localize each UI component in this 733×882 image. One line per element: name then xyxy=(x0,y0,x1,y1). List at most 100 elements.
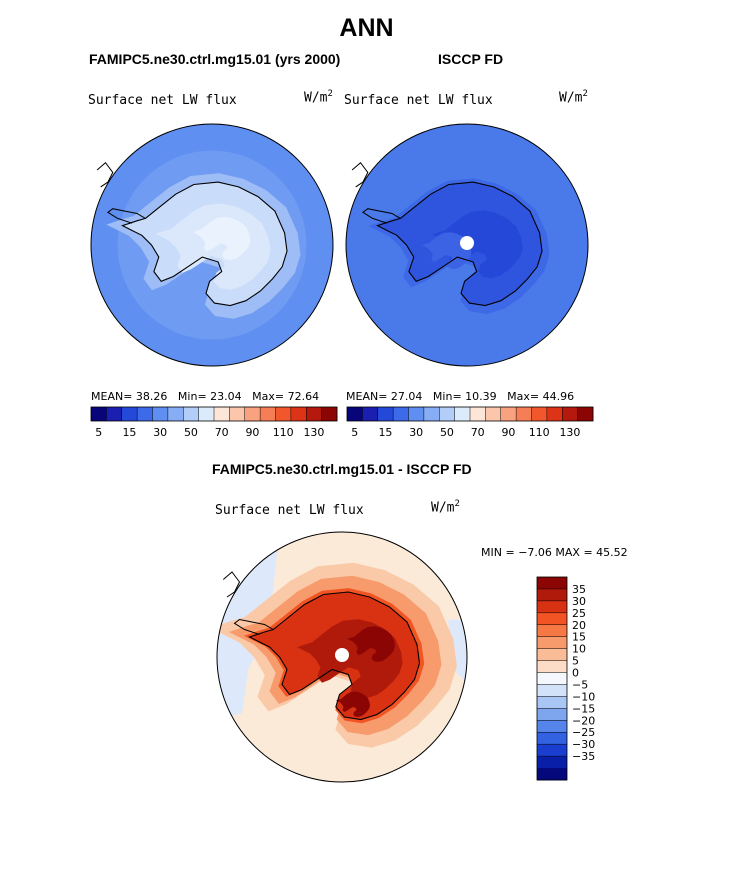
diff-colorbar-tick-label: 15 xyxy=(572,631,586,644)
diff-colorbar-tick-label: −10 xyxy=(572,690,595,703)
obs-colorbar-swatch xyxy=(347,407,363,421)
model-colorbar-swatch xyxy=(260,407,276,421)
diff-colorbar-swatch xyxy=(537,648,567,661)
model-colorbar-swatch xyxy=(106,407,123,421)
obs-colorbar-swatch xyxy=(408,407,425,421)
model-colorbar-swatch xyxy=(183,407,200,421)
model-colorbar-tick-label: 15 xyxy=(122,426,136,439)
model-colorbar-swatch xyxy=(167,407,184,421)
main-title: ANN xyxy=(339,14,394,42)
obs-colorbar-tick-label: 110 xyxy=(529,426,550,439)
diff-coastline-peninsula xyxy=(233,618,274,635)
diff-colorbar-tick-label: 20 xyxy=(572,619,586,632)
model-mean-value: 38.26 xyxy=(135,390,168,403)
obs-polar-map xyxy=(345,123,589,367)
diff-colorbar-swatch xyxy=(537,636,567,650)
diff-colorbar-swatch xyxy=(537,684,567,697)
obs-colorbar-tick-label: 130 xyxy=(559,426,580,439)
model-stats: MEAN= 38.26 Min= 23.04 Max= 72.64 xyxy=(91,390,319,403)
diff-min-label: MIN = xyxy=(481,546,515,559)
model-variable-label: Surface net LW flux xyxy=(88,93,237,108)
model-units-label: W/m2 xyxy=(304,89,333,105)
obs-colorbar-swatch xyxy=(393,407,409,421)
obs-colorbar-swatch xyxy=(470,407,486,421)
obs-colorbar-swatch xyxy=(485,407,502,421)
obs-colorbar-swatch xyxy=(500,407,517,421)
model-coastline-antarctica xyxy=(121,181,288,307)
model-colorbar-tick-label: 50 xyxy=(184,426,198,439)
model-polar-map xyxy=(90,123,334,367)
model-colorbar-swatch xyxy=(91,407,107,421)
model-min-value: 23.04 xyxy=(210,390,242,403)
obs-stats: MEAN= 27.04 Min= 10.39 Max= 44.96 xyxy=(346,390,574,403)
diff-colorbar-tick-label: 30 xyxy=(572,595,586,608)
diff-units-text: W/m xyxy=(431,500,455,516)
obs-colorbar-swatch xyxy=(531,407,548,421)
diff-colorbar-tick-label: −15 xyxy=(572,702,595,715)
diff-colorbar-swatch xyxy=(537,588,567,602)
obs-colorbar: 5 15 30 50 70 90 110 130 xyxy=(346,406,594,439)
diff-colorbar-swatch xyxy=(537,577,567,590)
model-coastline-peninsula xyxy=(107,208,146,224)
model-colorbar: 5 15 30 50 70 90 110 130 xyxy=(90,406,338,439)
obs-colorbar-swatch xyxy=(362,407,379,421)
model-mean-label: MEAN= xyxy=(91,390,133,403)
model-colorbar-tick-label: 70 xyxy=(215,426,229,439)
obs-mean-label: MEAN= xyxy=(346,390,388,403)
diff-colorbar-tick-label: −20 xyxy=(572,714,595,727)
obs-colorbar-swatch xyxy=(439,407,456,421)
model-coastline-south-america xyxy=(96,161,114,188)
obs-colorbar-swatch xyxy=(377,407,394,421)
model-max-label: Max= xyxy=(252,390,285,403)
diff-colorbar-tick-label: −5 xyxy=(572,678,588,691)
model-colorbar-swatch xyxy=(290,407,307,421)
diff-max-label: MAX = xyxy=(555,546,593,559)
diff-colorbar-swatch xyxy=(537,672,567,685)
model-max-value: 72.64 xyxy=(287,390,320,403)
obs-colorbar-tick-label: 15 xyxy=(378,426,392,439)
obs-min-label: Min= xyxy=(432,390,462,403)
diff-colorbar-tick-label: 0 xyxy=(572,667,579,680)
model-map-border xyxy=(90,123,334,367)
diff-max-value: 45.52 xyxy=(596,546,628,559)
model-min-label: Min= xyxy=(177,390,207,403)
diff-colorbar-swatch xyxy=(537,696,567,709)
model-colorbar-swatch xyxy=(244,407,261,421)
obs-colorbar-swatch xyxy=(423,407,440,421)
model-units-text: W/m xyxy=(304,90,328,106)
diff-colorbar-frame xyxy=(536,576,568,781)
model-panel-title: FAMIPC5.ne30.ctrl.mg15.01 (yrs 2000) xyxy=(89,51,341,67)
obs-colorbar-swatch xyxy=(516,407,532,421)
model-colorbar-swatch xyxy=(198,407,215,421)
diff-stats: MIN = −7.06 MAX = 45.52 xyxy=(481,546,628,559)
obs-variable-label: Surface net LW flux xyxy=(344,93,493,108)
obs-mean-value: 27.04 xyxy=(390,390,423,403)
diff-colorbar-tick-label: 10 xyxy=(572,643,586,656)
diff-colorbar-tick-label: −30 xyxy=(572,738,595,751)
model-colorbar-tick-label: 110 xyxy=(273,426,294,439)
model-colorbar-swatch xyxy=(275,407,292,421)
obs-land-patch-light xyxy=(422,232,472,270)
diff-colorbar-swatch xyxy=(537,660,567,673)
diff-colorbar-tick-label: 35 xyxy=(572,583,586,596)
diff-colorbar-swatch xyxy=(537,756,567,769)
obs-colorbar-tick-label: 70 xyxy=(471,426,485,439)
obs-panel-title: ISCCP FD xyxy=(438,51,504,67)
diff-colorbar-swatch xyxy=(537,768,567,781)
model-colorbar-swatch xyxy=(137,407,153,421)
obs-colorbar-swatch xyxy=(562,407,579,421)
obs-pole-hole xyxy=(460,236,474,250)
obs-max-label: Max= xyxy=(507,390,540,403)
diff-panel-title: FAMIPC5.ne30.ctrl.mg15.01 - ISCCP FD xyxy=(212,461,472,477)
obs-colorbar-swatch xyxy=(577,407,594,421)
obs-colorbar-tick-label: 90 xyxy=(501,426,515,439)
model-colorbar-swatch xyxy=(321,407,338,421)
diff-colorbar-swatch xyxy=(537,624,567,638)
diff-colorbar-tick-label: 5 xyxy=(572,655,579,668)
model-colorbar-tick-label: 5 xyxy=(95,426,102,439)
diff-units-label: W/m2 xyxy=(431,499,460,515)
obs-coastline-antarctica xyxy=(376,181,543,307)
obs-units-label: W/m2 xyxy=(559,89,588,105)
diff-polar-map xyxy=(216,531,468,783)
